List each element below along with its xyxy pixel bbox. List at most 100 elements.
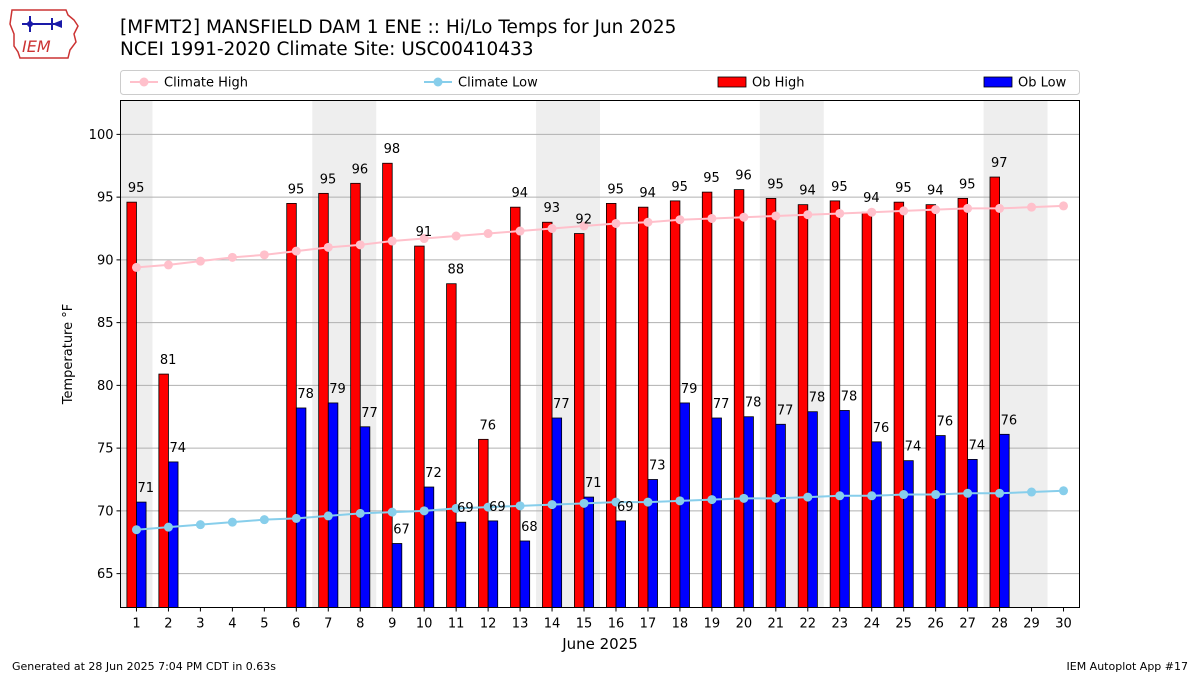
legend-swatch-marker (433, 77, 443, 87)
x-tick-label: 3 (196, 617, 204, 632)
climate-low-point (547, 500, 557, 510)
climate-low-point (931, 490, 941, 500)
generated-timestamp: Generated at 28 Jun 2025 7:04 PM CDT in … (12, 660, 277, 673)
ob-high-bar-label: 95 (703, 171, 720, 186)
ob-high-bar (765, 197, 777, 608)
x-tick-label: 28 (991, 617, 1008, 632)
ob-high-bar-label: 95 (288, 182, 305, 197)
ob-high-bar-label: 98 (384, 142, 401, 157)
x-tick-label: 14 (544, 617, 561, 632)
ob-high-bar-label: 96 (352, 162, 369, 177)
ob-high-bar-label: 94 (511, 186, 528, 201)
y-axis-label: Temperature °F (61, 304, 76, 405)
climate-low-point (195, 520, 205, 530)
x-tick-label: 24 (863, 617, 880, 632)
ob-high-bar-label: 81 (160, 353, 177, 368)
legend-label: Ob High (752, 76, 805, 91)
ob-high-bar-label: 96 (735, 169, 752, 184)
y-tick-label: 95 (97, 191, 114, 206)
climate-low-point (675, 496, 685, 506)
ob-high-bar-label: 91 (416, 225, 433, 240)
climate-high-point (867, 207, 877, 217)
climate-low-point (387, 507, 397, 517)
climate-low-point (259, 515, 269, 525)
ob-high-bar (574, 233, 585, 608)
x-tick-label: 27 (959, 617, 976, 632)
y-tick-label: 80 (97, 379, 114, 394)
ob-low-bar (871, 441, 882, 608)
climate-low-point (451, 503, 461, 513)
ob-low-bar (487, 520, 499, 608)
ob-low-bar-label: 71 (585, 476, 602, 491)
legend-swatch-bar (717, 76, 747, 88)
ob-high-bar (893, 201, 905, 608)
ob-low-bar (327, 402, 339, 608)
ob-high-bar-label: 95 (320, 172, 337, 187)
climate-high-point (451, 231, 461, 241)
climate-high-point (387, 236, 397, 246)
legend-label: Ob Low (1018, 76, 1067, 91)
ob-high-bar-label: 95 (607, 182, 624, 197)
ob-low-bar-label: 73 (649, 458, 666, 473)
ob-high-bar-label: 94 (639, 186, 656, 201)
climate-low-point (611, 497, 621, 507)
ob-low-bar-label: 77 (553, 397, 570, 412)
climate-low-point (515, 501, 525, 511)
ob-high-bar (829, 200, 841, 608)
iem-logo: IEM (9, 9, 79, 59)
ob-high-bar-label: 95 (671, 180, 688, 195)
ob-low-bar (839, 410, 850, 608)
legend-swatch-marker (139, 77, 149, 87)
ob-high-bar (126, 201, 137, 608)
ob-low-bar-label: 76 (873, 421, 890, 436)
ob-high-bar (925, 204, 937, 608)
ob-high-bar-label: 88 (448, 263, 465, 278)
climate-high-point (483, 229, 493, 239)
climate-low-point (835, 491, 845, 501)
x-tick-label: 8 (356, 617, 364, 632)
x-tick-label: 17 (640, 617, 657, 632)
ob-low-bar-label: 76 (1001, 413, 1018, 428)
ob-high-bar-label: 92 (575, 213, 592, 228)
ob-low-bar (455, 521, 467, 608)
climate-lines (131, 201, 1069, 535)
ob-high-bar-label: 95 (128, 181, 145, 196)
climate-high-point (771, 211, 781, 221)
ob-high-bar (318, 192, 329, 608)
x-tick-label: 15 (576, 617, 593, 632)
climate-high-point (195, 256, 205, 266)
ob-low-bar-label: 78 (809, 391, 826, 406)
ob-low-bar (615, 520, 626, 608)
x-axis-label: June 2025 (561, 635, 638, 653)
climate-low-point (803, 492, 813, 502)
ob-high-bar-label: 94 (863, 191, 880, 206)
climate-high-point (963, 203, 973, 213)
climate-high-point (1027, 202, 1037, 212)
ob-low-bar-label: 79 (329, 382, 346, 397)
ob-low-bar (295, 407, 307, 608)
climate-high-point (259, 250, 269, 260)
ob-high-bar-label: 94 (927, 184, 944, 199)
ob-high-bar (701, 191, 713, 608)
ob-high-bar (286, 203, 297, 608)
y-tick-label: 85 (97, 316, 114, 331)
climate-high-point (995, 203, 1005, 213)
climate-low-point (1027, 487, 1037, 497)
climate-high-point (227, 252, 237, 262)
x-tick-label: 7 (324, 617, 332, 632)
ob-low-bar-label: 79 (681, 382, 698, 397)
ob-low-bar-label: 77 (713, 397, 730, 412)
y-tick-label: 65 (97, 567, 114, 582)
climate-high-point (899, 206, 909, 216)
ob-high-bar (669, 200, 681, 608)
ob-high-bar (861, 211, 873, 608)
y-tick-label: 100 (89, 128, 114, 143)
ob-high-bar (414, 245, 425, 608)
x-tick-label: 21 (768, 617, 785, 632)
ob-high-bar-label: 93 (543, 201, 560, 216)
x-tick-label: 5 (260, 617, 268, 632)
x-tick-label: 29 (1023, 617, 1040, 632)
ob-low-bar (551, 417, 563, 608)
